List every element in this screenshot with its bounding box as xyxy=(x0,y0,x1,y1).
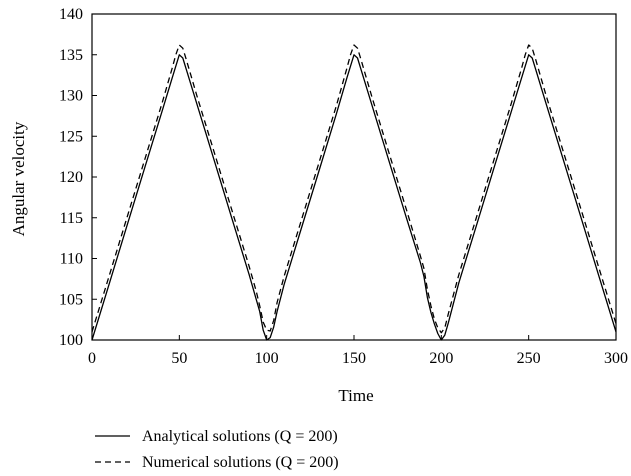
legend-label-analytical: Analytical solutions (Q = 200) xyxy=(142,428,338,445)
y-tick-label: 110 xyxy=(60,251,83,268)
plot-area xyxy=(91,13,617,341)
y-tick-label: 135 xyxy=(59,47,83,64)
y-tick-label: 105 xyxy=(59,291,83,308)
y-tick-label: 125 xyxy=(59,128,83,145)
x-axis: 0 50 100 150 200 250 300 xyxy=(88,335,628,367)
y-tick-label: 100 xyxy=(59,332,83,349)
x-tick-label: 0 xyxy=(88,350,96,367)
y-tick-label: 120 xyxy=(59,169,83,186)
x-tick-label: 150 xyxy=(342,350,366,367)
series-layer xyxy=(91,44,617,341)
y-tick-label: 115 xyxy=(60,210,83,227)
x-tick-label: 300 xyxy=(604,350,628,367)
x-axis-title: Time xyxy=(338,386,373,405)
legend-label-numerical: Numerical solutions (Q = 200) xyxy=(142,454,339,471)
y-axis-title: Angular velocity xyxy=(9,121,28,236)
legend: Analytical solutions (Q = 200) Numerical… xyxy=(95,428,339,471)
series-line-numerical xyxy=(91,44,617,334)
x-tick-label: 250 xyxy=(517,350,541,367)
x-tick-label: 100 xyxy=(255,350,279,367)
y-tick-label: 130 xyxy=(59,88,83,105)
y-tick-label: 140 xyxy=(59,6,83,23)
series-line-analytical xyxy=(91,54,617,341)
x-tick-label: 200 xyxy=(429,350,453,367)
y-axis: 100 105 110 115 120 125 130 135 140 xyxy=(59,6,97,349)
plot-border xyxy=(91,13,617,341)
x-tick-label: 50 xyxy=(171,350,187,367)
